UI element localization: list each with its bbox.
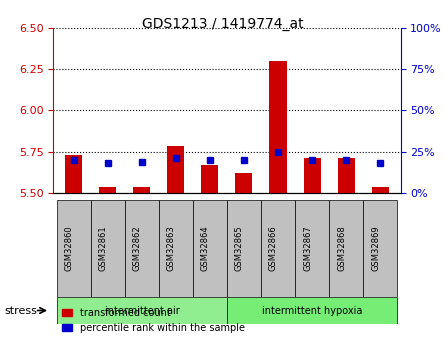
- Bar: [372, 187, 388, 193]
- Bar: [65, 155, 82, 193]
- FancyBboxPatch shape: [227, 200, 261, 297]
- FancyBboxPatch shape: [295, 200, 329, 297]
- Text: GSM32866: GSM32866: [269, 226, 278, 271]
- Bar: [338, 158, 355, 193]
- Legend: transformed count, percentile rank within the sample: transformed count, percentile rank withi…: [58, 304, 249, 337]
- Text: GSM32860: GSM32860: [65, 226, 74, 271]
- FancyBboxPatch shape: [227, 297, 397, 324]
- Text: GSM32869: GSM32869: [371, 226, 380, 271]
- FancyBboxPatch shape: [193, 200, 227, 297]
- Bar: [202, 165, 218, 193]
- Text: GSM32867: GSM32867: [303, 226, 312, 271]
- Text: GSM32863: GSM32863: [167, 226, 176, 271]
- Text: GSM32861: GSM32861: [99, 226, 108, 271]
- Text: GSM32865: GSM32865: [235, 226, 244, 271]
- FancyBboxPatch shape: [329, 200, 363, 297]
- FancyBboxPatch shape: [57, 297, 227, 324]
- FancyBboxPatch shape: [363, 200, 397, 297]
- Bar: [134, 187, 150, 193]
- Text: GSM32864: GSM32864: [201, 226, 210, 271]
- Text: GDS1213 / 1419774_at: GDS1213 / 1419774_at: [142, 17, 303, 31]
- Text: intermittent air: intermittent air: [105, 306, 179, 315]
- Text: GSM32862: GSM32862: [133, 226, 142, 271]
- FancyBboxPatch shape: [125, 200, 159, 297]
- Bar: [270, 61, 287, 193]
- Bar: [99, 187, 116, 193]
- Text: GSM32868: GSM32868: [337, 226, 346, 271]
- Bar: [167, 146, 184, 193]
- FancyBboxPatch shape: [91, 200, 125, 297]
- FancyBboxPatch shape: [159, 200, 193, 297]
- FancyBboxPatch shape: [57, 200, 91, 297]
- Bar: [235, 173, 252, 193]
- Text: intermittent hypoxia: intermittent hypoxia: [262, 306, 362, 315]
- FancyBboxPatch shape: [261, 200, 295, 297]
- Text: stress: stress: [4, 306, 37, 315]
- Bar: [303, 158, 320, 193]
